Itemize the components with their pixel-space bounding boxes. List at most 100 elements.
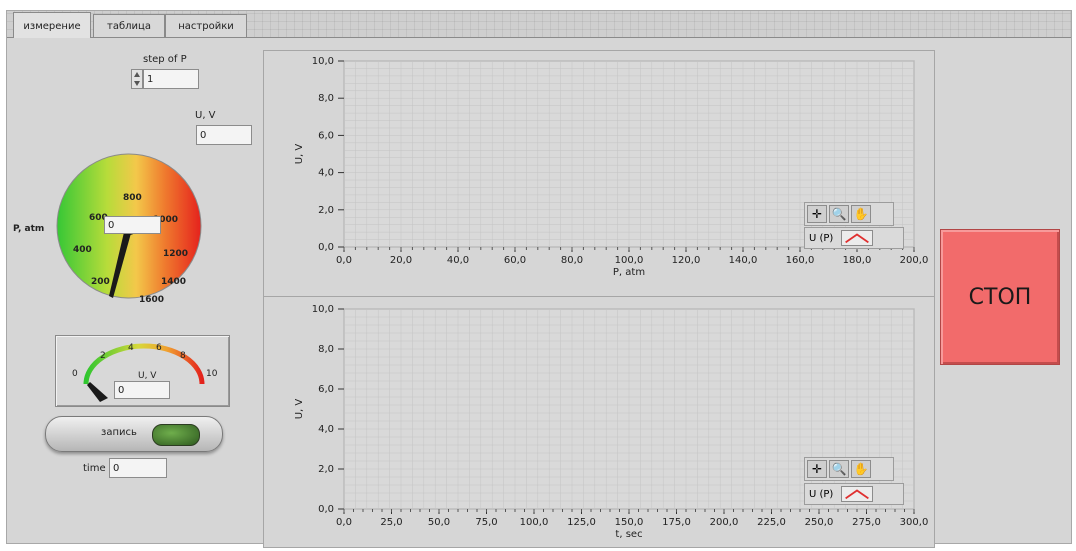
- meter-tick-4: 4: [128, 343, 134, 353]
- graph-bottom-xtick-label: 150,0: [615, 517, 644, 528]
- meter-tick-8: 8: [180, 351, 186, 361]
- graph-top-xlabel: P, atm: [613, 267, 645, 278]
- stop-label: СТОП: [968, 284, 1032, 310]
- graph-u-vs-p: 0,0 2,0 4,0 6,0 8,0 10,0 0,0 20,0 40,0 60,0 80,0 10…: [263, 50, 935, 298]
- meter-tick-2: 2: [100, 351, 106, 361]
- tab-table[interactable]: таблица: [93, 14, 165, 37]
- graph-top-ytick-label: 2,0: [318, 205, 334, 216]
- cursor-tool-icon[interactable]: ✛: [807, 460, 827, 478]
- graph-top-xtick-label: 40,0: [447, 255, 469, 266]
- gauge-tick-1200: 1200: [163, 249, 188, 259]
- graph-bottom-ytick-label: 10,0: [312, 304, 334, 315]
- zoom-tool-icon[interactable]: 🔍: [829, 460, 849, 478]
- zoom-tool-icon[interactable]: 🔍: [829, 205, 849, 223]
- graph-bottom-ytick-label: 8,0: [318, 344, 334, 355]
- gauge-tick-800: 800: [123, 193, 142, 203]
- graph-bottom-xtick-label: 275,0: [852, 517, 881, 528]
- meter-value: 0: [118, 384, 125, 396]
- graph-top-xtick-label: 120,0: [672, 255, 701, 266]
- pressure-needle: [109, 226, 133, 298]
- graph-bottom-ylabel: U, V: [294, 399, 305, 420]
- stop-button[interactable]: СТОП: [940, 229, 1060, 365]
- legend-top-label: U (P): [809, 232, 834, 244]
- graph-bottom-toolbar: ✛ 🔍 ✋: [804, 457, 894, 481]
- graph-bottom-ytick-label: 4,0: [318, 424, 334, 435]
- graph-bottom-xtick-label: 200,0: [710, 517, 739, 528]
- gauge-tick-600: 600: [89, 213, 108, 223]
- pressure-value: 0: [108, 219, 115, 231]
- step-value: 1: [147, 73, 154, 85]
- meter-tick-0: 0: [72, 369, 78, 379]
- tab-measurement[interactable]: измерение: [13, 12, 91, 39]
- graph-bottom-xtick-label: 225,0: [757, 517, 786, 528]
- cursor-tool-icon[interactable]: ✛: [807, 205, 827, 223]
- legend-bottom-label: U (P): [809, 488, 834, 500]
- graph-top-xtick-label: 140,0: [729, 255, 758, 266]
- graph-bottom-xtick-label: 0,0: [336, 517, 352, 528]
- graph-bottom-ytick-label: 0,0: [318, 504, 334, 515]
- graph-top-ylabel: U, V: [294, 144, 305, 165]
- meter-tick-10: 10: [206, 369, 218, 379]
- step-label: step of P: [143, 54, 187, 65]
- graph-bottom-ytick-label: 2,0: [318, 464, 334, 475]
- graph-top-ytick-label: 10,0: [312, 56, 334, 67]
- graph-top-ytick-label: 6,0: [318, 130, 334, 141]
- graph-bottom-xtick-label: 300,0: [900, 517, 929, 528]
- graph-bottom-xlabel: t, sec: [615, 529, 642, 540]
- graph-bottom-xtick-label: 75,0: [475, 517, 497, 528]
- pressure-indicator: 0: [104, 216, 161, 234]
- tab-strip: измерение таблица настройки: [7, 11, 1071, 39]
- graph-top-xtick-label: 100,0: [615, 255, 644, 266]
- uv-value: 0: [200, 129, 207, 141]
- record-label: запись: [101, 427, 137, 438]
- graph-top-toolbar: ✛ 🔍 ✋: [804, 202, 894, 226]
- graph-top-ytick-label: 0,0: [318, 242, 334, 253]
- pressure-label: P, atm: [13, 224, 45, 234]
- tab-settings-label: настройки: [178, 20, 234, 32]
- graph-top-ytick-label: 4,0: [318, 168, 334, 179]
- graph-top-xtick-label: 20,0: [390, 255, 412, 266]
- step-spinner[interactable]: [131, 69, 143, 89]
- record-led-icon: [152, 424, 200, 446]
- graph-bottom-xtick-label: 125,0: [567, 517, 596, 528]
- tab-settings[interactable]: настройки: [165, 14, 247, 37]
- graph-top-ytick-label: 8,0: [318, 93, 334, 104]
- graph-bottom-legend[interactable]: U (P): [804, 483, 904, 505]
- time-label: time: [83, 463, 106, 474]
- meter-needle: [87, 382, 108, 402]
- graph-top-xtick-label: 0,0: [336, 255, 352, 266]
- uv-meter: 0 2 4 6 8 10 U, V 0: [55, 335, 230, 407]
- uv-indicator: 0: [196, 125, 252, 145]
- tab-table-label: таблица: [107, 20, 151, 32]
- graph-bottom-xtick-label: 250,0: [805, 517, 834, 528]
- pan-hand-icon[interactable]: ✋: [851, 460, 871, 478]
- graph-bottom-ytick-label: 6,0: [318, 384, 334, 395]
- graph-u-vs-p-plot: 0,0 2,0 4,0 6,0 8,0 10,0 0,0 20,0 40,0 60,0 80,0 10…: [294, 56, 929, 278]
- gauge-tick-400: 400: [73, 245, 92, 255]
- gauge-tick-1000: 1000: [153, 215, 178, 225]
- uv-label: U, V: [195, 110, 216, 121]
- record-button[interactable]: запись: [45, 416, 223, 452]
- gauge-tick-1600: 1600: [139, 295, 164, 302]
- graph-bottom-xtick-label: 175,0: [662, 517, 691, 528]
- legend-top-line-icon: [841, 230, 874, 246]
- meter-indicator: 0: [114, 381, 170, 399]
- graph-top-xtick-label: 180,0: [843, 255, 872, 266]
- main-window: измерение таблица настройки step of P 1 …: [6, 10, 1072, 548]
- graph-bottom-xtick-label: 50,0: [428, 517, 450, 528]
- spinner-arrows-icon: [134, 72, 140, 86]
- graph-bottom-xtick-label: 100,0: [520, 517, 549, 528]
- graph-top-legend[interactable]: U (P): [804, 227, 904, 249]
- meter-tick-6: 6: [156, 343, 162, 353]
- time-value: 0: [113, 462, 120, 474]
- time-indicator: 0: [109, 458, 167, 478]
- graph-bottom-xtick-label: 25,0: [380, 517, 402, 528]
- pan-hand-icon[interactable]: ✋: [851, 205, 871, 223]
- legend-bottom-line-icon: [841, 486, 874, 502]
- meter-label: U, V: [138, 371, 157, 381]
- step-input[interactable]: 1: [143, 69, 199, 89]
- graph-top-xtick-label: 60,0: [504, 255, 526, 266]
- graph-top-xtick-label: 80,0: [561, 255, 583, 266]
- gauge-tick-1400: 1400: [161, 277, 186, 287]
- graph-top-xtick-label: 200,0: [900, 255, 929, 266]
